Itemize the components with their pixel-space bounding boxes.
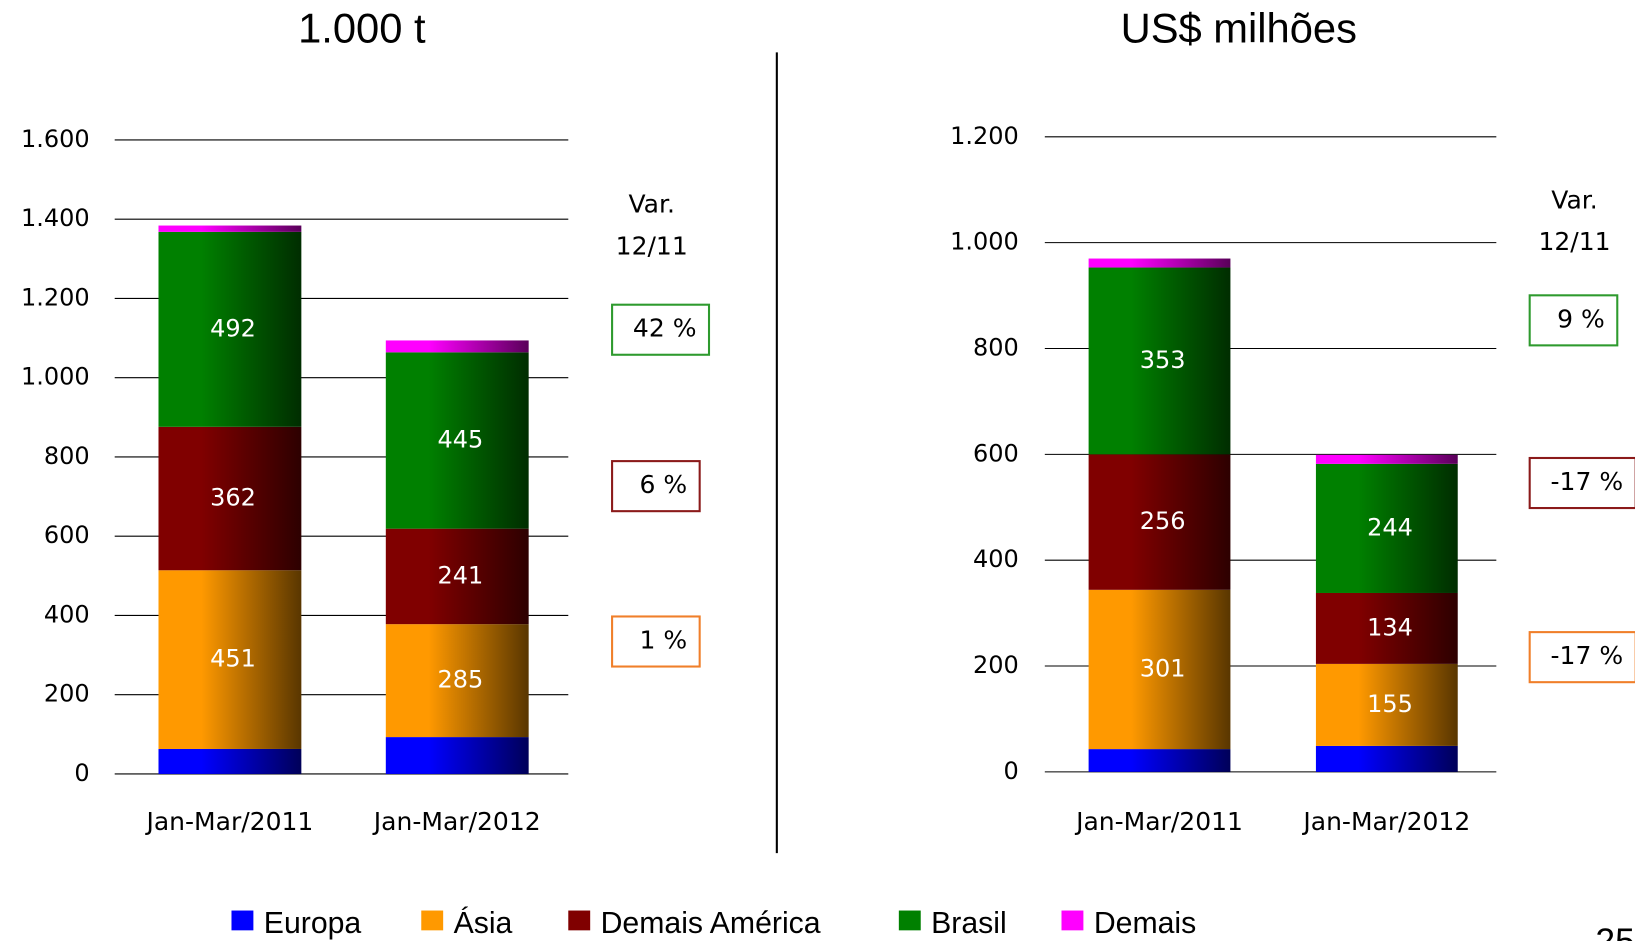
bar-segment xyxy=(1315,592,1458,664)
data-label: 451 xyxy=(210,645,256,673)
bar-segment xyxy=(1315,454,1458,464)
data-label: 241 xyxy=(437,561,483,589)
data-label: 285 xyxy=(437,666,483,694)
data-label: 492 xyxy=(210,314,256,342)
y-tick-label: 200 xyxy=(44,680,90,708)
y-tick-label: 0 xyxy=(1003,757,1018,785)
x-tick-label: Jan-Mar/2011 xyxy=(144,807,313,836)
bar-segment xyxy=(385,737,529,774)
bar-segment xyxy=(158,231,302,427)
legend-swatch xyxy=(1061,910,1084,931)
var-box xyxy=(1528,456,1635,510)
var-box xyxy=(611,615,701,668)
y-tick-label: 200 xyxy=(973,651,1019,679)
bar-segment xyxy=(385,352,529,529)
y-tick-label: 1.200 xyxy=(21,283,90,311)
chart-title: 1.000 t xyxy=(298,5,426,52)
data-label: 445 xyxy=(437,426,483,454)
var-value: 6 % xyxy=(640,470,688,499)
data-label: 301 xyxy=(1140,654,1186,682)
y-tick-label: 1.400 xyxy=(21,204,90,232)
bar-segment xyxy=(158,225,302,232)
y-tick-label: 1.000 xyxy=(21,363,90,391)
y-tick-label: 800 xyxy=(44,442,90,470)
legend-swatch xyxy=(231,910,254,931)
y-tick-label: 0 xyxy=(74,759,89,787)
var-value: -17 % xyxy=(1551,641,1624,670)
chart-title: US$ milhões xyxy=(1121,5,1357,52)
bar-segment xyxy=(1088,589,1231,750)
y-tick-label: 800 xyxy=(973,334,1019,362)
x-tick-label: Jan-Mar/2012 xyxy=(372,807,541,836)
bar-segment xyxy=(1088,749,1231,772)
var-box xyxy=(611,460,701,513)
bar-segment xyxy=(158,570,302,749)
data-label: 155 xyxy=(1367,690,1413,718)
page-number: 25 xyxy=(1595,921,1634,941)
bar-segment xyxy=(385,528,529,625)
y-tick-label: 600 xyxy=(973,439,1019,467)
bar-segment xyxy=(158,426,302,571)
var-heading: Var. xyxy=(1551,185,1597,214)
x-tick-label: Jan-Mar/2011 xyxy=(1074,807,1243,836)
legend-label: Demais América xyxy=(601,907,821,940)
bar-segment xyxy=(385,340,529,353)
y-tick-label: 600 xyxy=(44,521,90,549)
y-tick-label: 400 xyxy=(44,600,90,628)
legend-swatch xyxy=(568,910,591,931)
y-tick-label: 1.600 xyxy=(21,125,90,153)
legend-label: Ásia xyxy=(454,907,513,940)
var-box xyxy=(611,303,711,356)
y-tick-label: 1.200 xyxy=(950,122,1019,150)
var-box xyxy=(1528,294,1619,347)
bar-segment xyxy=(1088,258,1231,268)
bar-segment xyxy=(1315,463,1458,593)
x-tick-label: Jan-Mar/2012 xyxy=(1301,807,1470,836)
var-value: -17 % xyxy=(1551,467,1624,496)
var-value: 9 % xyxy=(1557,304,1605,333)
legend-swatch xyxy=(421,910,444,931)
data-label: 244 xyxy=(1367,513,1413,541)
legend-label: Demais xyxy=(1094,907,1196,940)
var-heading: Var. xyxy=(628,190,674,219)
bar-segment xyxy=(1088,454,1231,590)
bar-segment xyxy=(1315,745,1458,772)
var-box xyxy=(1528,631,1635,684)
data-label: 353 xyxy=(1140,346,1186,374)
bar-segment xyxy=(1088,267,1231,455)
data-label: 134 xyxy=(1367,613,1413,641)
legend-label: Brasil xyxy=(931,907,1007,940)
bar-segment xyxy=(385,624,529,738)
var-heading: 12/11 xyxy=(616,231,688,260)
var-value: 1 % xyxy=(640,626,688,655)
legend-label: Europa xyxy=(264,907,362,940)
data-label: 362 xyxy=(210,484,256,512)
var-value: 42 % xyxy=(633,314,697,343)
y-tick-label: 1.000 xyxy=(950,228,1019,256)
legend-swatch xyxy=(898,910,921,931)
bar-segment xyxy=(1315,663,1458,746)
var-heading: 12/11 xyxy=(1538,227,1610,256)
y-tick-label: 400 xyxy=(973,545,1019,573)
data-label: 256 xyxy=(1140,507,1186,535)
bar-segment xyxy=(158,748,302,774)
